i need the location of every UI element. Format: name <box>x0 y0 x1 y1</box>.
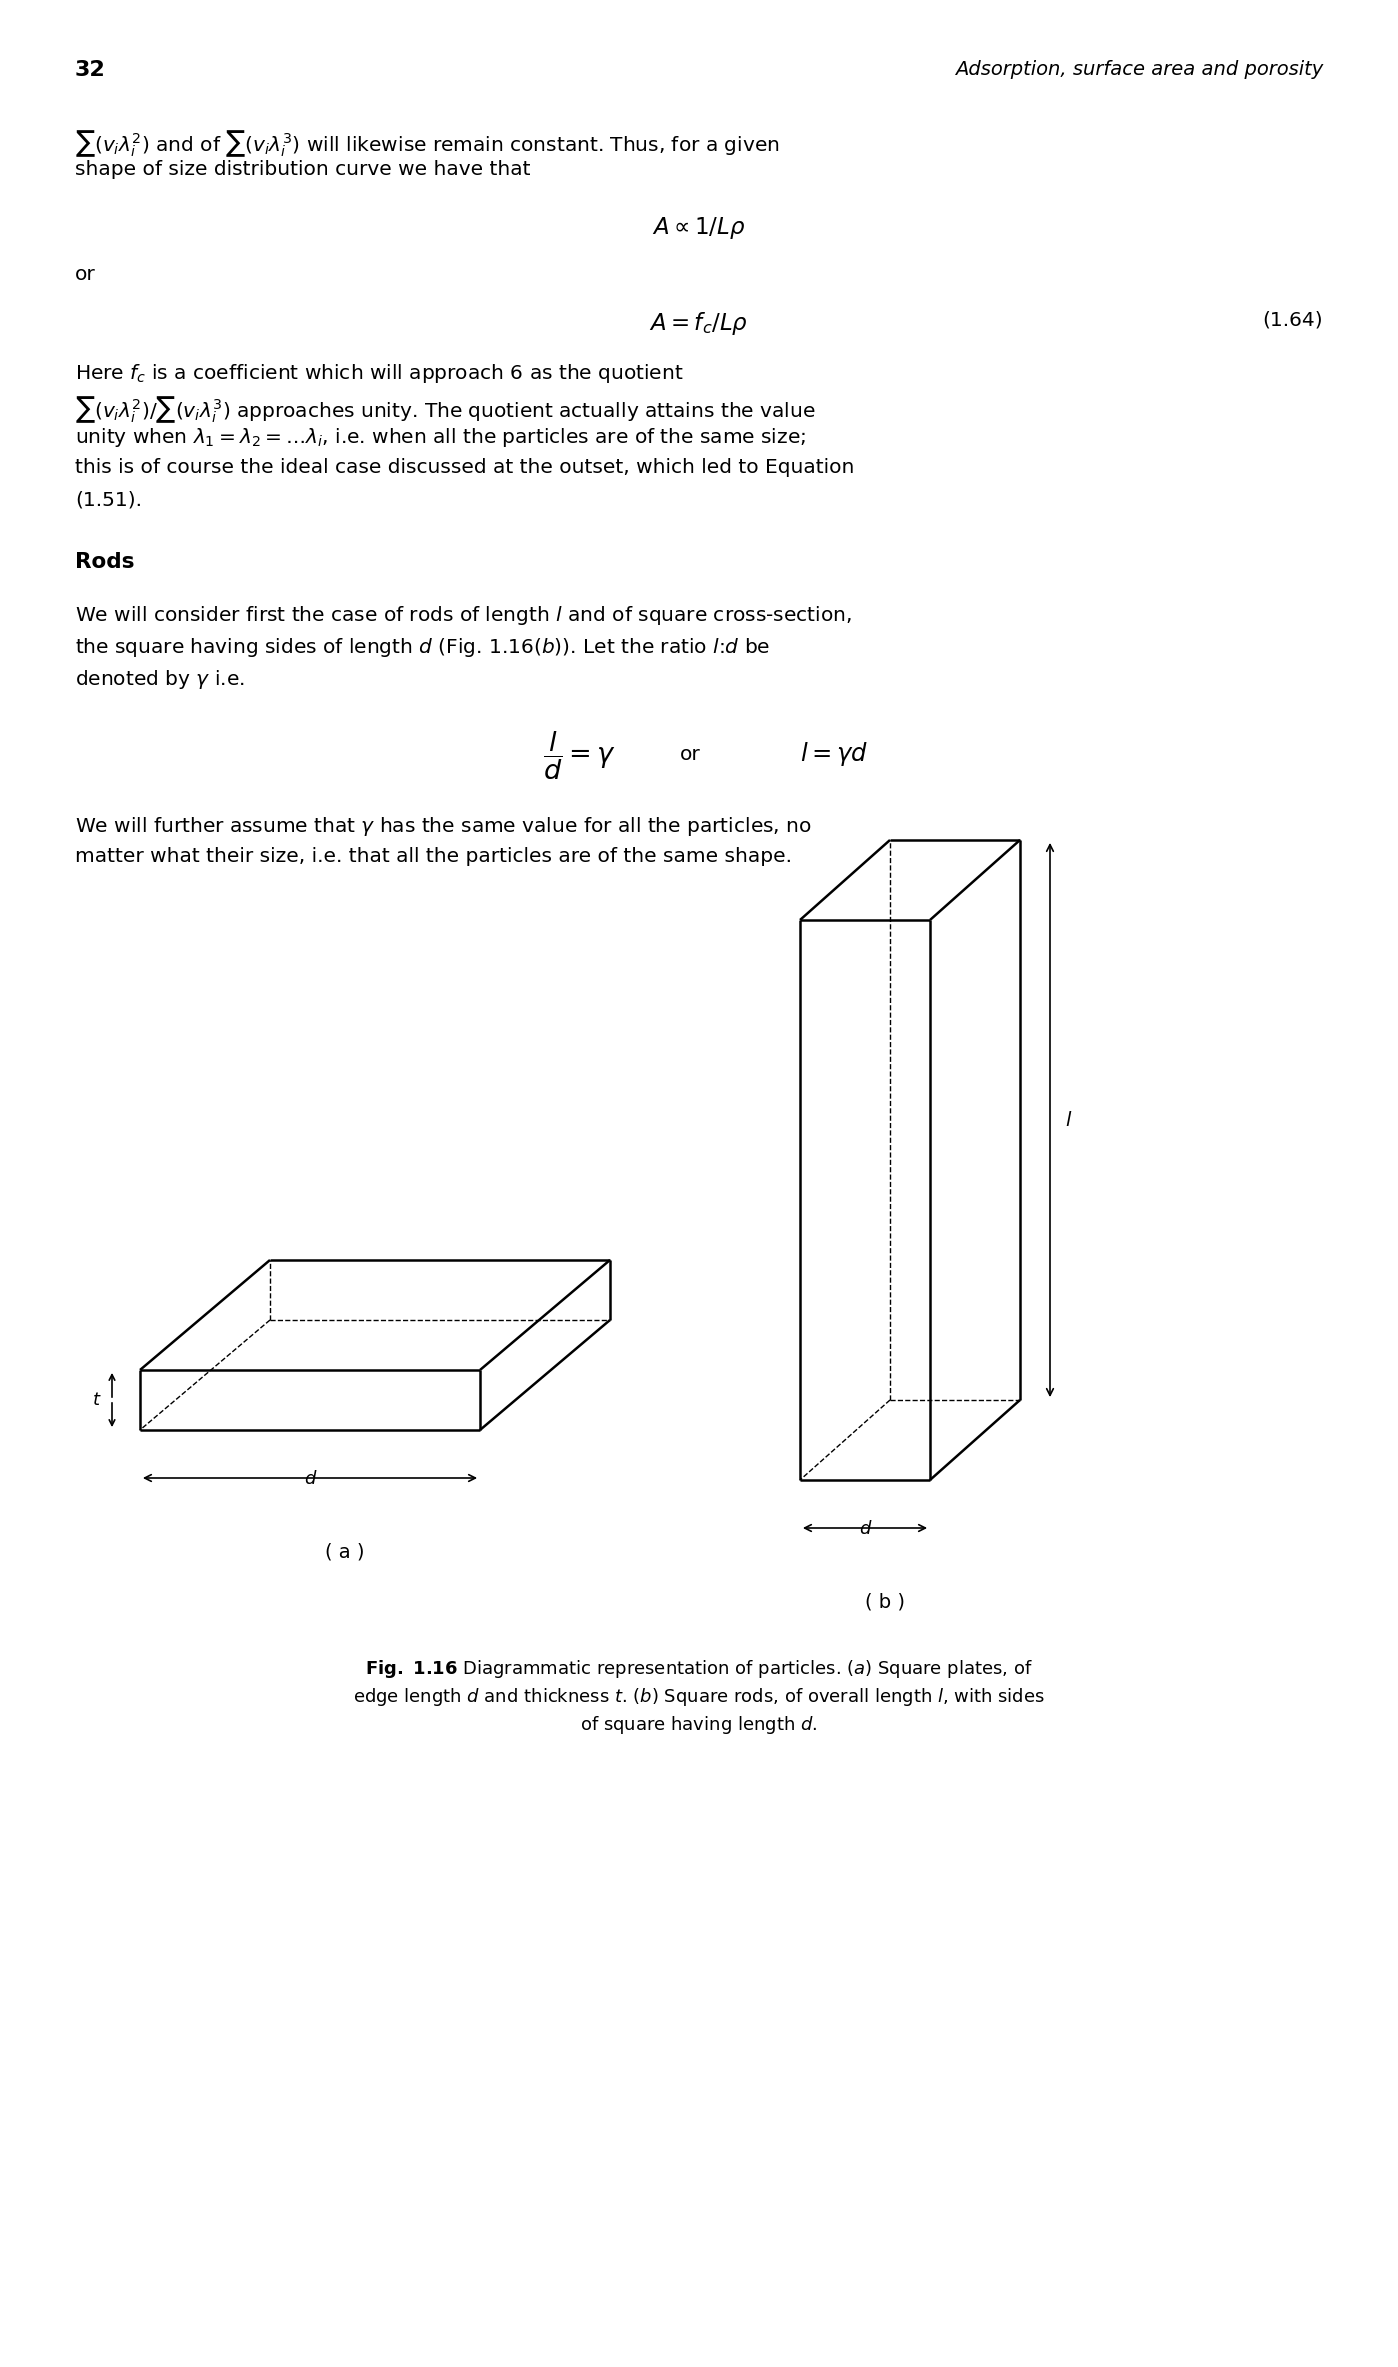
Text: matter what their size, i.e. that all the particles are of the same shape.: matter what their size, i.e. that all th… <box>75 847 793 866</box>
Text: or: or <box>679 746 700 765</box>
Text: $\dfrac{l}{d} = \gamma$: $\dfrac{l}{d} = \gamma$ <box>544 729 617 783</box>
Text: $\sum(v_i\lambda_i^2)$ and of $\sum(v_i\lambda_i^3)$ will likewise remain consta: $\sum(v_i\lambda_i^2)$ and of $\sum(v_i\… <box>75 128 780 159</box>
Text: We will further assume that $\gamma$ has the same value for all the particles, n: We will further assume that $\gamma$ has… <box>75 814 812 838</box>
Text: shape of size distribution curve we have that: shape of size distribution curve we have… <box>75 161 530 180</box>
Text: ( b ): ( b ) <box>865 1593 905 1612</box>
Text: of square having length $d$.: of square having length $d$. <box>580 1714 818 1735</box>
Text: $\mathbf{Fig.\ 1.16}$ Diagrammatic representation of particles. ($a$) Square pla: $\mathbf{Fig.\ 1.16}$ Diagrammatic repre… <box>365 1657 1033 1681</box>
Text: Here $f_c$ is a coefficient which will approach 6 as the quotient: Here $f_c$ is a coefficient which will a… <box>75 362 684 386</box>
Text: We will consider first the case of rods of length $l$ and of square cross-sectio: We will consider first the case of rods … <box>75 604 851 627</box>
Text: d: d <box>860 1520 871 1539</box>
Text: or: or <box>75 265 95 284</box>
Text: ( a ): ( a ) <box>326 1543 365 1562</box>
Text: d: d <box>305 1470 316 1489</box>
Text: $\sum(v_i\lambda_i^2)/\sum(v_i\lambda_i^3)$ approaches unity. The quotient actua: $\sum(v_i\lambda_i^2)/\sum(v_i\lambda_i^… <box>75 393 815 424</box>
Text: t: t <box>94 1392 101 1408</box>
Text: Rods: Rods <box>75 552 134 573</box>
Text: $l = \gamma d$: $l = \gamma d$ <box>800 741 868 767</box>
Text: l: l <box>1065 1110 1071 1129</box>
Text: $A \propto 1/L\rho$: $A \propto 1/L\rho$ <box>653 215 745 241</box>
Text: (1.51).: (1.51). <box>75 490 143 509</box>
Text: the square having sides of length $d$ (Fig. 1.16($b$)). Let the ratio $l$:$d$ be: the square having sides of length $d$ (F… <box>75 637 770 658</box>
Text: $A = f_c/L\rho$: $A = f_c/L\rho$ <box>650 310 748 336</box>
Text: denoted by $\gamma$ i.e.: denoted by $\gamma$ i.e. <box>75 667 245 691</box>
Text: edge length $d$ and thickness $t$. ($b$) Square rods, of overall length $l$, wit: edge length $d$ and thickness $t$. ($b$)… <box>354 1685 1044 1709</box>
Text: 32: 32 <box>75 59 106 80</box>
Text: unity when $\lambda_1 = \lambda_2 = \ldots\lambda_i$, i.e. when all the particle: unity when $\lambda_1 = \lambda_2 = \ldo… <box>75 426 807 450</box>
Text: (1.64): (1.64) <box>1262 310 1323 329</box>
Text: this is of course the ideal case discussed at the outset, which led to Equation: this is of course the ideal case discuss… <box>75 457 854 478</box>
Text: Adsorption, surface area and porosity: Adsorption, surface area and porosity <box>955 59 1323 78</box>
